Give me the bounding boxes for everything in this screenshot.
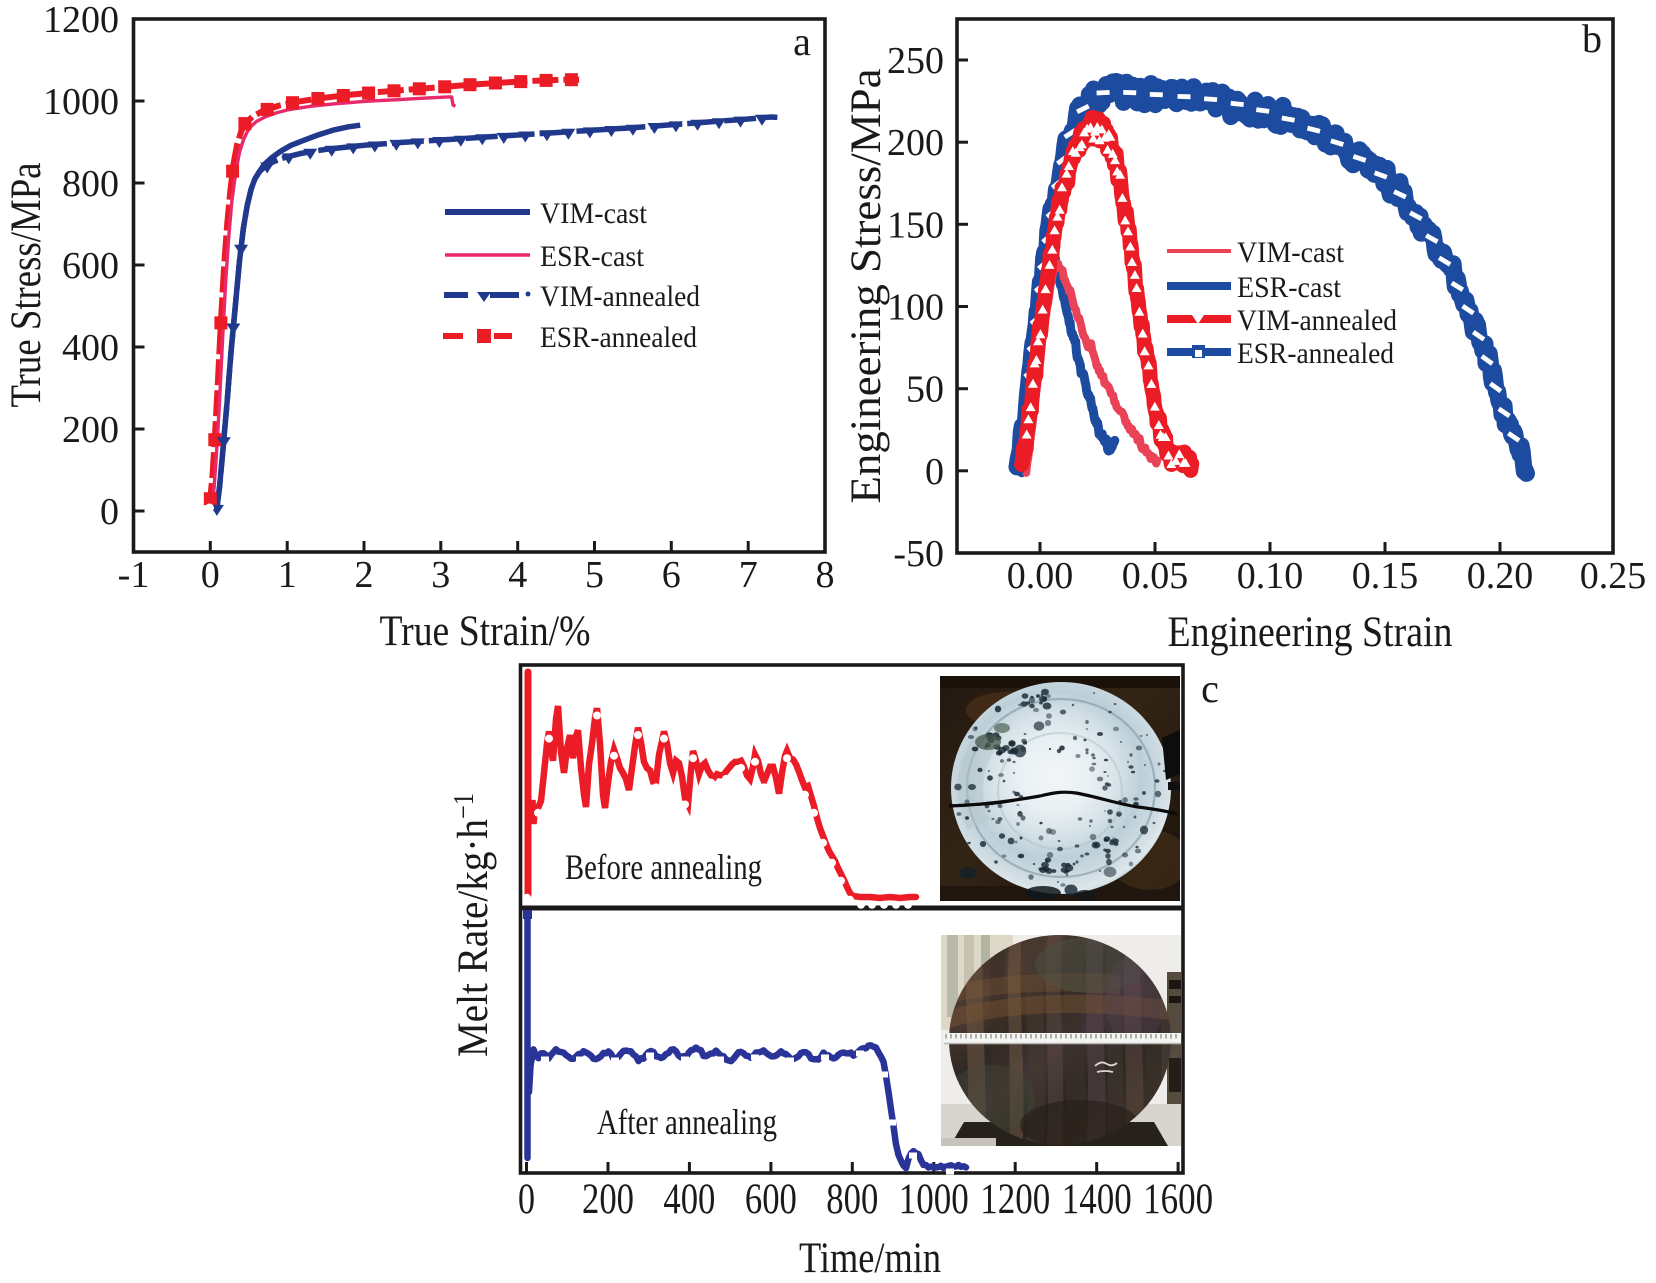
svg-text:1200: 1200 xyxy=(980,1176,1050,1223)
svg-text:800: 800 xyxy=(826,1176,878,1223)
svg-text:Melt Rate/kg·h: Melt Rate/kg·h xyxy=(450,819,497,1057)
svg-text:0: 0 xyxy=(925,451,944,493)
svg-text:ESR-cast: ESR-cast xyxy=(1237,271,1342,304)
svg-text:True Strain/%: True Strain/% xyxy=(380,608,591,655)
svg-text:8: 8 xyxy=(816,554,835,596)
svg-text:0: 0 xyxy=(201,554,220,596)
svg-text:b: b xyxy=(1582,16,1602,61)
svg-text:6: 6 xyxy=(662,554,681,596)
svg-text:1200: 1200 xyxy=(43,0,119,41)
svg-text:ESR-annealed: ESR-annealed xyxy=(540,321,697,354)
svg-text:2: 2 xyxy=(355,554,374,596)
svg-text:0.15: 0.15 xyxy=(1352,555,1419,597)
svg-text:100: 100 xyxy=(887,287,944,329)
svg-text:0.25: 0.25 xyxy=(1580,555,1647,597)
svg-text:c: c xyxy=(1201,666,1219,711)
svg-text:VIM-cast: VIM-cast xyxy=(540,197,648,230)
svg-text:5: 5 xyxy=(585,554,604,596)
svg-text:0.00: 0.00 xyxy=(1007,555,1074,597)
svg-text:1600: 1600 xyxy=(1143,1176,1213,1223)
svg-text:0.10: 0.10 xyxy=(1237,555,1304,597)
svg-text:150: 150 xyxy=(887,204,944,246)
svg-text:400: 400 xyxy=(663,1176,715,1223)
svg-text:200: 200 xyxy=(887,122,944,164)
svg-text:-1: -1 xyxy=(118,554,150,596)
svg-text:-50: -50 xyxy=(893,533,944,575)
svg-text:Engineering Stress/MPa: Engineering Stress/MPa xyxy=(843,69,890,504)
svg-text:0: 0 xyxy=(518,1176,535,1223)
svg-text:After annealing: After annealing xyxy=(597,1102,777,1142)
svg-text:0.05: 0.05 xyxy=(1122,555,1189,597)
svg-text:VIM-cast: VIM-cast xyxy=(1237,236,1345,269)
svg-text:Time/min: Time/min xyxy=(799,1235,941,1278)
svg-text:600: 600 xyxy=(62,245,119,287)
svg-text:800: 800 xyxy=(62,163,119,205)
svg-text:−1: −1 xyxy=(448,793,480,819)
svg-text:ESR-annealed: ESR-annealed xyxy=(1237,337,1394,370)
svg-text:True Stress/MPa: True Stress/MPa xyxy=(3,163,50,408)
svg-text:400: 400 xyxy=(62,327,119,369)
svg-text:50: 50 xyxy=(906,369,944,411)
svg-text:200: 200 xyxy=(582,1176,634,1223)
svg-text:1000: 1000 xyxy=(899,1176,969,1223)
svg-text:0.20: 0.20 xyxy=(1467,555,1534,597)
svg-text:VIM-annealed: VIM-annealed xyxy=(540,280,700,313)
svg-text:Engineering Strain: Engineering Strain xyxy=(1168,609,1453,656)
svg-text:200: 200 xyxy=(62,409,119,451)
svg-text:600: 600 xyxy=(745,1176,797,1223)
svg-text:1: 1 xyxy=(278,554,297,596)
svg-text:1400: 1400 xyxy=(1062,1176,1132,1223)
svg-text:a: a xyxy=(793,19,811,64)
svg-text:7: 7 xyxy=(739,554,758,596)
svg-text:4: 4 xyxy=(508,554,527,596)
svg-text:Before annealing: Before annealing xyxy=(565,847,762,887)
svg-text:ESR-cast: ESR-cast xyxy=(540,240,645,273)
svg-text:1000: 1000 xyxy=(43,81,119,123)
svg-text:0: 0 xyxy=(100,491,119,533)
svg-text:3: 3 xyxy=(431,554,450,596)
svg-text:250: 250 xyxy=(887,40,944,82)
svg-text:VIM-annealed: VIM-annealed xyxy=(1237,304,1397,337)
